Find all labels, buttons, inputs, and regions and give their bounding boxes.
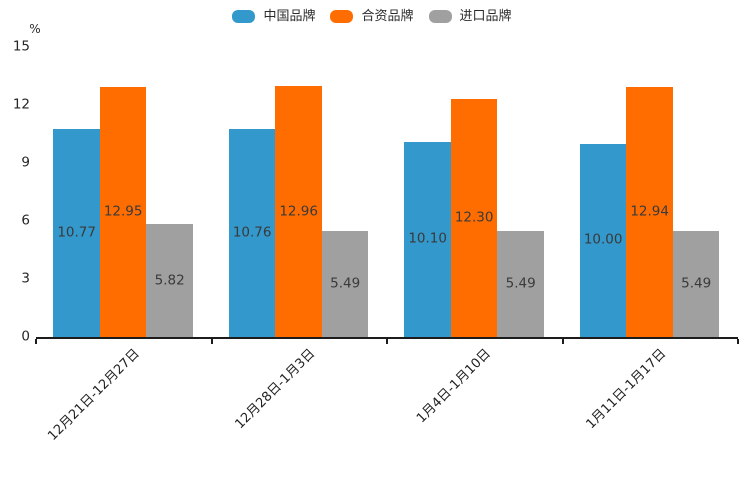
bar-group-0: 10.77 12.95 5.82 — [53, 86, 193, 337]
bar-value-label: 10.00 — [583, 231, 623, 248]
bar-series0-cat3: 10.00 — [579, 143, 627, 337]
plot-area: 10.77 12.95 5.82 10.76 12.96 5.49 10.10 12.30 5.… — [36, 47, 738, 339]
x-axis-tick — [386, 339, 388, 344]
bar-series0-cat1: 10.76 — [228, 128, 276, 337]
bar-value-label: 10.76 — [232, 224, 272, 241]
x-axis-tick — [737, 339, 739, 344]
bar-series1-cat1: 12.96 — [275, 86, 322, 337]
bar-group-1: 10.76 12.96 5.49 — [228, 86, 369, 337]
bar-value-label: 12.30 — [454, 209, 494, 226]
bar-value-label: 5.49 — [505, 275, 536, 292]
x-axis-tick — [561, 339, 564, 344]
legend-label: 中国品牌 — [263, 9, 316, 24]
legend-label: 进口品牌 — [459, 9, 512, 24]
bar-value-label: 5.49 — [681, 275, 712, 292]
bar-value-label: 12.94 — [630, 203, 669, 220]
legend-item-2: 进口品牌 — [428, 9, 512, 24]
x-axis-label: 1月11日-1月17日 — [583, 346, 670, 433]
y-axis-unit-label: % — [29, 22, 41, 36]
bar-series1-cat0: 12.95 — [99, 86, 147, 337]
y-tick-label: 0 — [21, 328, 30, 345]
legend-swatch-icon — [428, 9, 452, 23]
bar-value-label: 12.96 — [279, 202, 318, 219]
legend: 中国品牌 合资品牌 进口品牌 — [0, 9, 744, 23]
legend-item-0: 中国品牌 — [232, 9, 315, 23]
bar-value-label: 12.95 — [103, 203, 143, 220]
bar-group-2: 10.10 12.30 5.49 — [404, 99, 544, 337]
bar-value-label: 10.77 — [57, 224, 96, 241]
bar-series2-cat0: 5.82 — [146, 224, 193, 337]
y-tick-label: 3 — [21, 270, 30, 287]
bar-series0-cat2: 10.10 — [404, 141, 451, 337]
x-axis-label: 12月21日-12月27日 — [45, 346, 143, 444]
legend-swatch-icon — [330, 9, 354, 23]
x-axis-label: 1月4日-1月10日 — [413, 346, 494, 427]
y-tick-label: 15 — [12, 38, 30, 55]
bar-value-label: 10.10 — [408, 230, 447, 247]
y-tick-label: 9 — [21, 154, 30, 171]
y-tick-label: 6 — [21, 212, 30, 229]
bar-value-label: 5.49 — [330, 275, 361, 292]
bar-series0-cat0: 10.77 — [53, 128, 100, 337]
bar-group-3: 10.00 12.94 5.49 — [579, 86, 720, 337]
bar-series2-cat1: 5.49 — [321, 230, 369, 337]
legend-swatch-icon — [232, 9, 256, 23]
legend-label: 合资品牌 — [361, 9, 414, 24]
bar-series1-cat3: 12.94 — [626, 86, 673, 337]
legend-item-1: 合资品牌 — [330, 9, 414, 24]
y-tick-label: 12 — [12, 96, 30, 113]
x-axis-tick — [35, 339, 37, 344]
bar-value-label: 5.82 — [154, 271, 185, 288]
x-axis-tick — [210, 339, 213, 344]
bar-series2-cat3: 5.49 — [672, 230, 720, 337]
bar-series2-cat2: 5.49 — [497, 230, 544, 337]
bar-series1-cat2: 12.30 — [450, 99, 498, 337]
x-axis-label: 12月28日-1月3日 — [232, 346, 319, 433]
